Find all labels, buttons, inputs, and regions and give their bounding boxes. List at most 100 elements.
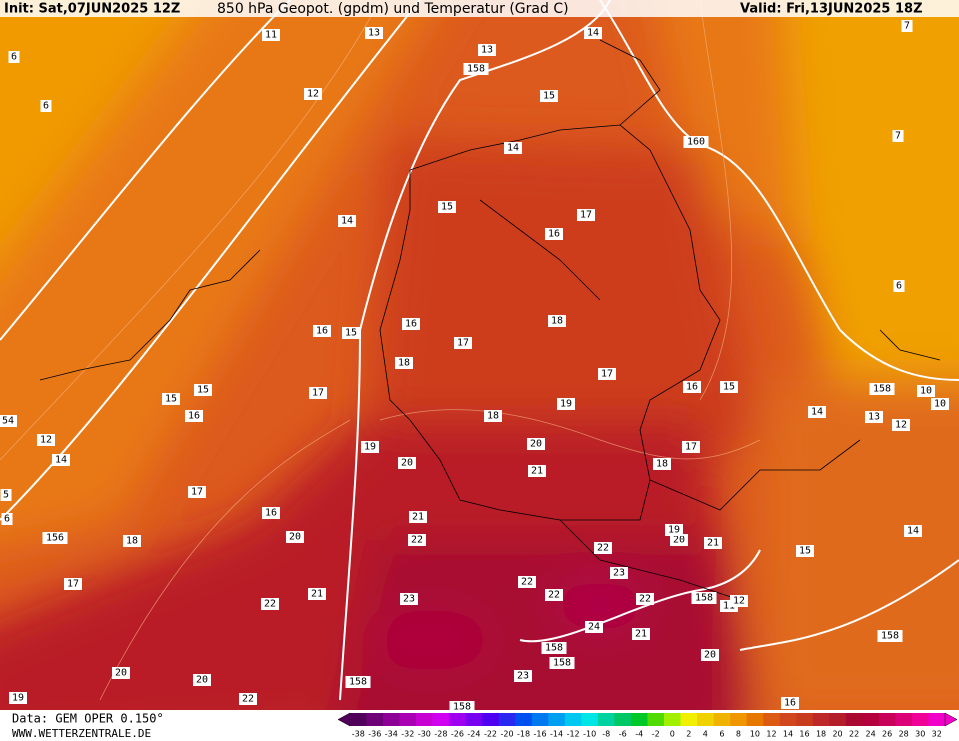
label-box xyxy=(549,657,575,669)
temperature-contours xyxy=(0,0,761,701)
label-box xyxy=(683,136,709,148)
contour-label: 18 xyxy=(487,411,499,422)
colorbar-right-arrow xyxy=(944,712,958,727)
colorbar-swatch xyxy=(581,713,599,726)
label-box xyxy=(112,667,130,679)
colorbar-swatch xyxy=(548,713,566,726)
label-box xyxy=(193,674,211,686)
label-box xyxy=(540,90,558,102)
valid-time: Valid: Fri,13JUN2025 18Z xyxy=(740,2,923,17)
contour-label: 158 xyxy=(553,658,571,669)
label-box xyxy=(0,489,12,501)
colorbar-swatch xyxy=(812,713,830,726)
label-box xyxy=(338,215,356,227)
contour-label: 15 xyxy=(345,328,357,339)
colorbar-label: -4 xyxy=(635,730,643,739)
label-box xyxy=(877,630,903,642)
contour-label: 6 xyxy=(43,101,49,112)
label-box xyxy=(518,576,536,588)
label-box xyxy=(484,410,502,422)
contour-label: 16 xyxy=(316,326,328,337)
label-box xyxy=(304,88,322,100)
label-box xyxy=(9,692,27,704)
label-box xyxy=(514,670,532,682)
contour-label: 6 xyxy=(11,52,17,63)
colorbar-label: -8 xyxy=(602,730,610,739)
label-box xyxy=(527,438,545,450)
label-box xyxy=(720,381,738,393)
contour-label: 24 xyxy=(588,622,600,633)
colorbar-swatch xyxy=(746,713,764,726)
contour-label: 13 xyxy=(868,412,880,423)
colorbar-label: 4 xyxy=(703,730,708,739)
contour-label: 22 xyxy=(242,694,254,705)
label-box xyxy=(345,676,371,688)
colorbar-swatch xyxy=(763,713,781,726)
contour-label: 22 xyxy=(411,535,423,546)
label-box xyxy=(398,457,416,469)
colorbar-label: -34 xyxy=(385,730,398,739)
contour-label: 14 xyxy=(55,455,67,466)
colorbar-label: -16 xyxy=(534,730,547,739)
label-box xyxy=(261,598,279,610)
colorbar-label: 28 xyxy=(899,730,909,739)
label-box xyxy=(463,63,489,75)
contour-label: 17 xyxy=(312,388,324,399)
colorbar-swatch xyxy=(713,713,731,726)
label-box xyxy=(342,327,360,339)
label-box xyxy=(40,100,52,112)
contour-label: 19 xyxy=(364,442,376,453)
contour-label: 16 xyxy=(784,698,796,709)
contour-label: 158 xyxy=(873,384,891,395)
contour-label: 22 xyxy=(264,599,276,610)
contour-label: 17 xyxy=(580,210,592,221)
colorbar-label: 12 xyxy=(766,730,776,739)
contour-label: 11 xyxy=(723,601,735,612)
contour-label: 16 xyxy=(265,508,277,519)
contour-label: 14 xyxy=(811,407,823,418)
contour-label: 156 xyxy=(46,533,64,544)
colorbar-label: -2 xyxy=(652,730,660,739)
label-box xyxy=(528,465,546,477)
label-box xyxy=(682,441,700,453)
contour-label: 18 xyxy=(126,536,138,547)
label-box xyxy=(545,228,563,240)
label-box xyxy=(683,381,701,393)
contour-label: 22 xyxy=(639,594,651,605)
contour-label: 23 xyxy=(517,671,529,682)
label-box xyxy=(892,130,904,142)
label-box xyxy=(478,44,496,56)
colorbar-swatch xyxy=(779,713,797,726)
contour-label: 158 xyxy=(695,593,713,604)
label-box xyxy=(188,486,206,498)
label-box xyxy=(892,419,910,431)
contour-label: 19 xyxy=(560,399,572,410)
colorbar-swatch xyxy=(647,713,665,726)
contour-label: 20 xyxy=(115,668,127,679)
colorbar-swatch xyxy=(350,713,367,726)
label-box xyxy=(577,209,595,221)
contour-label: 23 xyxy=(613,568,625,579)
geopotential-contours xyxy=(0,0,959,701)
label-box xyxy=(52,454,70,466)
label-box xyxy=(808,406,826,418)
colorbar-swatch xyxy=(911,713,929,726)
contour-label: 158 xyxy=(545,643,563,654)
colorbar-swatch xyxy=(630,713,648,726)
contour-label: 18 xyxy=(656,459,668,470)
colorbar-swatch xyxy=(878,713,896,726)
contour-label: 6 xyxy=(896,281,902,292)
contour-label: 17 xyxy=(67,579,79,590)
colorbar-label: 22 xyxy=(849,730,859,739)
colorbar-label: -12 xyxy=(567,730,580,739)
colorbar-swatch xyxy=(531,713,549,726)
colorbar-swatch xyxy=(730,713,747,726)
contour-label: 5 xyxy=(3,490,9,501)
label-box xyxy=(701,649,719,661)
label-box xyxy=(610,567,628,579)
colorbar-label: 6 xyxy=(719,730,724,739)
contour-label: 15 xyxy=(543,91,555,102)
contour-label: 20 xyxy=(401,458,413,469)
contour-label: 21 xyxy=(531,466,543,477)
